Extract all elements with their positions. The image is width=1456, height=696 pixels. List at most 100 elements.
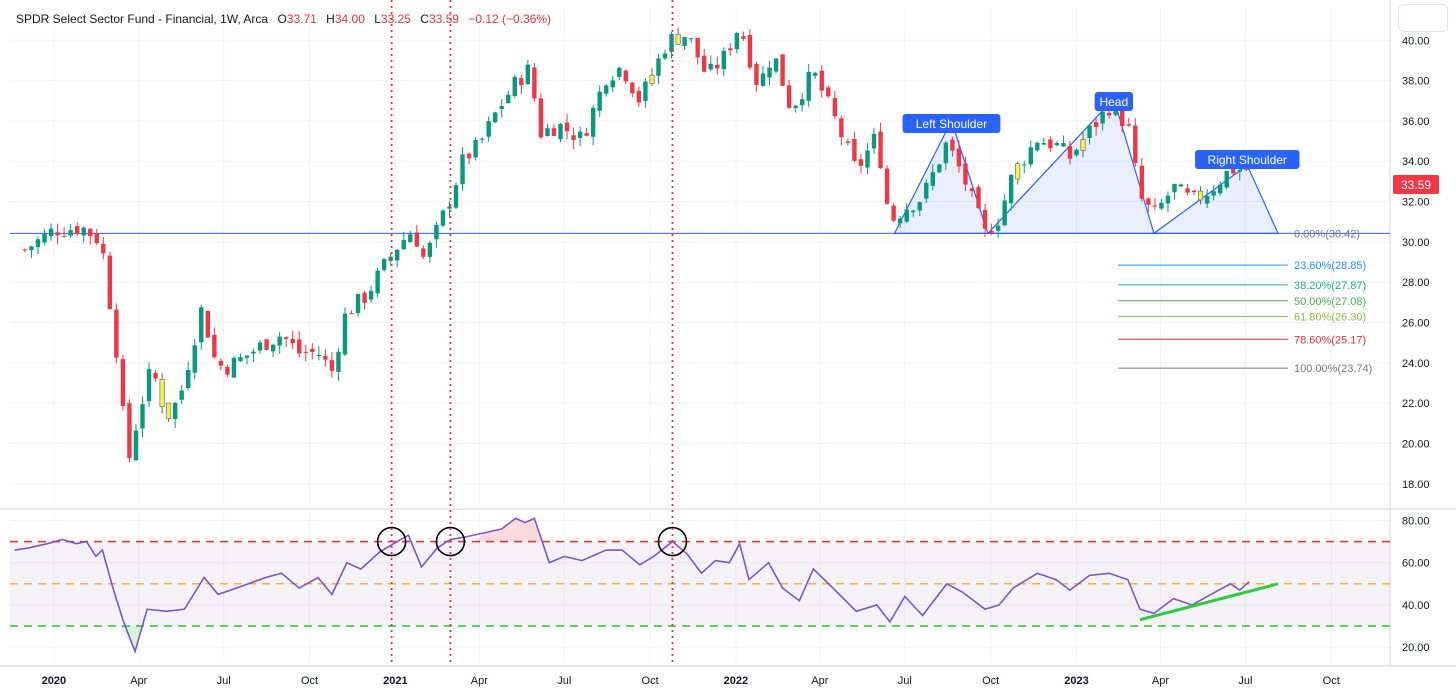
candle-body	[179, 390, 184, 400]
candle-body	[238, 357, 243, 362]
candle-body	[368, 290, 374, 300]
candle-body	[1172, 183, 1177, 193]
candle-body	[884, 168, 890, 204]
candle-body	[35, 239, 41, 248]
candle-body	[506, 94, 511, 104]
candle-body	[630, 82, 635, 94]
fib-level-label: 78.60%(25.17)	[1294, 334, 1366, 346]
candle-body	[140, 404, 145, 429]
right-shoulder-label: Right Shoulder	[1208, 153, 1287, 167]
candle-body	[231, 357, 237, 378]
candle-body	[199, 307, 204, 343]
candle-body	[858, 159, 864, 166]
right-shoulder-label-box	[1195, 150, 1300, 169]
candle-body	[813, 72, 818, 76]
head-label: Head	[1099, 95, 1128, 109]
candle-body	[1224, 170, 1229, 188]
candle-body	[519, 78, 524, 86]
candle-body	[120, 359, 126, 407]
candle-body	[479, 138, 485, 140]
candle-body	[329, 360, 335, 371]
candle-body	[323, 355, 328, 360]
candle-body	[982, 209, 988, 229]
candle-body	[375, 270, 380, 294]
candles	[22, 27, 1249, 463]
close-value: 33.59	[428, 12, 459, 26]
candle-body	[976, 187, 981, 209]
candle-body	[1093, 122, 1099, 127]
candle-body	[460, 154, 465, 185]
candle-body	[721, 50, 726, 70]
candle-body	[414, 232, 420, 247]
candle-body	[943, 142, 949, 164]
candle-body	[643, 81, 648, 101]
candle-body	[453, 185, 459, 208]
candle-body	[440, 210, 446, 226]
rsi-circle-marker	[657, 526, 688, 557]
top-right-button[interactable]	[1398, 4, 1448, 32]
candle-body	[492, 112, 498, 123]
rsi-tick-label: 80.00	[1402, 515, 1430, 527]
time-tick-label: Jul	[217, 675, 231, 687]
candle-body	[310, 348, 315, 352]
candle-body	[1041, 143, 1047, 145]
candle-body	[362, 292, 367, 303]
candle-body	[1231, 167, 1236, 174]
time-tick-label: 2021	[383, 675, 407, 687]
candle-body	[146, 369, 152, 402]
candle-body	[845, 141, 851, 143]
candle-body	[617, 67, 622, 77]
fib-level-label: 38.20%(27.87)	[1294, 280, 1366, 292]
candle-body	[381, 258, 387, 271]
candle-body	[767, 67, 772, 78]
candle-body	[434, 224, 439, 240]
candle-body	[512, 76, 517, 97]
candle-body	[963, 163, 968, 185]
time-tick-label: Apr	[130, 675, 147, 687]
candle-body	[1185, 188, 1190, 193]
time-tick-label: Jul	[1238, 675, 1252, 687]
candle-body	[950, 139, 955, 151]
candle-body	[466, 153, 472, 159]
candle-body	[212, 334, 217, 358]
candle-body	[395, 249, 400, 261]
candle-body	[669, 34, 674, 52]
candle-body	[1061, 142, 1066, 147]
candle-body	[1054, 143, 1060, 146]
candle-body	[101, 243, 106, 254]
candle-body	[878, 131, 883, 169]
price-tick-label: 36.00	[1402, 116, 1430, 128]
price-tick-label: 34.00	[1402, 156, 1430, 168]
candle-body	[42, 233, 47, 243]
candle-body	[336, 351, 341, 372]
candle-body	[911, 210, 916, 213]
candle-body	[728, 48, 733, 51]
candle-body	[1198, 190, 1204, 201]
candle-body	[577, 131, 583, 138]
candle-body	[891, 205, 896, 221]
candle-body	[1204, 195, 1210, 204]
rsi-circle-marker	[435, 526, 466, 557]
candle-body	[94, 233, 99, 244]
time-tick-label: Oct	[1323, 675, 1340, 687]
left-shoulder-label-box	[902, 114, 1001, 133]
price-tick-label: 18.00	[1402, 479, 1430, 491]
candle-body	[29, 246, 34, 251]
candle-body	[917, 202, 922, 211]
candle-body	[408, 234, 413, 243]
candle-body	[401, 239, 406, 250]
time-tick-label: Apr	[471, 675, 488, 687]
price-badge-label: 33.59	[1401, 178, 1431, 192]
low-label: L	[374, 12, 381, 26]
time-tick-label: 2023	[1064, 675, 1088, 687]
candle-body	[159, 379, 165, 408]
price-tick-label: 28.00	[1402, 277, 1430, 289]
candle-body	[871, 133, 877, 149]
candle-body	[695, 37, 700, 58]
candle-body	[74, 226, 80, 235]
candle-body	[1106, 112, 1112, 116]
candle-body	[682, 36, 687, 47]
candle-body	[270, 344, 276, 352]
time-tick-label: Jul	[557, 675, 571, 687]
candle-body	[989, 230, 994, 234]
